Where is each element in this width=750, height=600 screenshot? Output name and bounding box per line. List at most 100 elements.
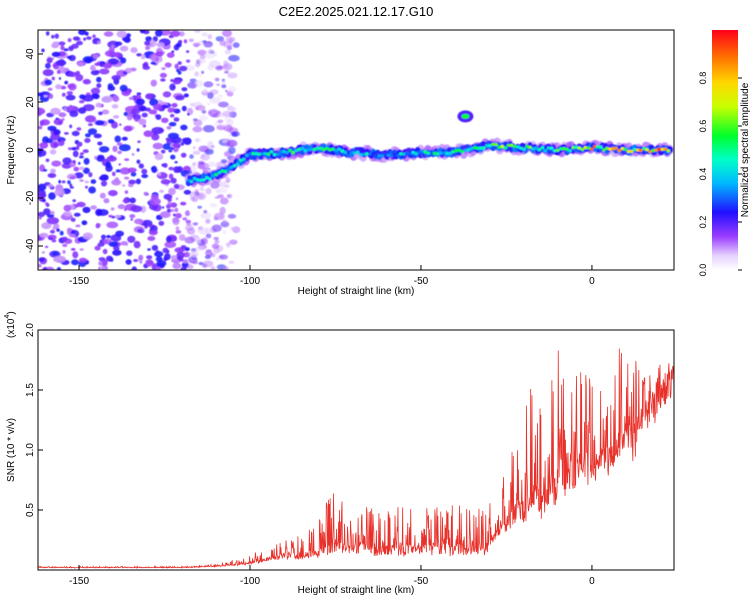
spectrogram-noise-cell [147,236,156,241]
spectrogram-noise-cell [83,37,86,41]
spectrogram-noise-cell [67,71,77,77]
spectrogram-track-core [248,152,252,156]
spectrogram-noise-cell [138,254,144,261]
spectrogram-noise-cell [141,219,153,227]
spectrogram-noise-cell [194,137,202,143]
spectrogram-noise-cell [131,153,135,156]
spectrogram-track-core [269,150,274,154]
spectrogram-track-core [439,151,443,155]
spectrogram-noise-cell [138,163,144,169]
spectrogram-noise-cell [190,82,196,89]
spectrogram-noise-cell [58,179,62,184]
spectrogram-noise-cell [228,260,235,264]
spectrogram-noise-cell [170,202,178,208]
spectrogram-noise-cell [156,42,165,48]
spectrogram-noise-cell [90,205,98,210]
spectrogram-noise-cell [49,210,55,215]
spectrogram-noise-cell [42,169,48,172]
spectrogram-noise-cell [182,259,189,264]
spectrogram-noise-cell [228,38,234,44]
spectrogram-noise-cell [108,190,118,197]
spectrogram-noise-cell [85,185,88,189]
spectrogram-noise-cell [158,220,165,226]
spectrogram-track-core [574,145,578,149]
spectrogram-track-core [195,178,200,182]
spectrogram-noise-cell [44,79,53,86]
spectrogram-noise-cell [53,118,64,126]
spectrogram-track-core [386,153,391,157]
spectrogram-noise-cell [76,127,82,131]
spectrogram-noise-cell [122,71,128,75]
spectrogram-track-core [463,148,468,152]
spectrogram-noise-cell [225,177,231,183]
spectrogram-noise-cell [95,70,100,73]
snr-series-line [38,348,674,569]
spectrogram-noise-cell [95,223,101,229]
spectrogram-noise-cell [148,229,158,236]
spectrogram-noise-cell [98,266,101,270]
spectrogram-noise-cell [146,93,152,100]
spectrogram-noise-cell [205,249,212,253]
spectrogram-noise-cell [74,204,79,208]
spectrogram-track-core [509,143,514,147]
spectrogram-noise-cell [152,36,158,42]
spectrogram-noise-cell [180,245,187,250]
spectrogram-noise-cell [198,114,208,122]
spectrogram-noise-cell [192,42,201,47]
spectrogram-noise-cell [84,31,89,36]
spectrogram-track-core [214,173,218,177]
spectrogram-marks [38,30,674,270]
spectrogram-noise-cell [200,153,210,161]
spectrogram-noise-cell [186,59,191,63]
spectrogram-noise-cell [68,45,74,52]
spectrogram-noise-cell [70,217,76,222]
spectrogram-noise-cell [45,31,50,36]
spectrogram-noise-cell [79,94,86,100]
spectrogram-noise-cell [99,146,110,153]
spectrogram-noise-cell [129,214,136,219]
spectrogram-noise-cell [161,117,169,124]
spectrogram-noise-cell [106,235,111,239]
spectrogram-track-core [660,147,665,151]
spectrogram-track-core [334,149,339,153]
spectrogram-noise-cell [48,184,54,188]
spectrogram-track-core [469,146,474,151]
spectrogram-noise-cell [131,266,137,270]
spectrogram-noise-cell [51,160,62,167]
spectrogram-noise-cell [72,36,80,41]
spectrogram-noise-cell [106,221,119,229]
spectrogram-noise-cell [151,54,158,62]
spectrogram-noise-cell [111,104,119,109]
spectrogram-noise-cell [100,180,108,187]
spectrogram-noise-cell [161,104,169,109]
snr-y-label: SNR (10 * v/v) [6,418,17,482]
spectrogram-track-core [343,150,348,154]
spectrogram-noise-cell [169,30,181,37]
spectrogram-noise-cell [181,87,188,92]
spectrogram-track-core [414,152,419,156]
spectrogram-noise-cell [84,133,91,138]
spectrogram-track-core [460,150,465,154]
spectrogram-noise-cell [129,197,136,204]
spectrogram-noise-cell [231,107,237,112]
spectrogram-noise-cell [192,150,201,155]
spectrogram-noise-cell [162,91,172,98]
spectrogram-track-core [503,146,508,150]
spectrogram-noise-cell [227,213,237,219]
spectrogram-track-core [479,146,483,150]
spectrogram-track-core [217,171,221,175]
spectrogram-noise-cell [99,192,106,199]
spectrogram-noise-cell [124,190,129,194]
spectrogram-y-tick-label: 0 [25,147,36,153]
spectrogram-noise-cell [171,103,178,108]
spectrogram-track-core [432,151,437,155]
spectrogram-noise-cell [183,251,191,258]
spectrogram-noise-cell [77,62,84,67]
spectrogram-noise-cell [117,150,122,154]
spectrogram-noise-cell [136,53,143,57]
spectrogram-track-core [306,148,311,152]
spectrogram-noise-cell [194,71,199,77]
spectrogram-noise-cell [154,153,164,161]
spectrogram-noise-cell [68,233,76,238]
